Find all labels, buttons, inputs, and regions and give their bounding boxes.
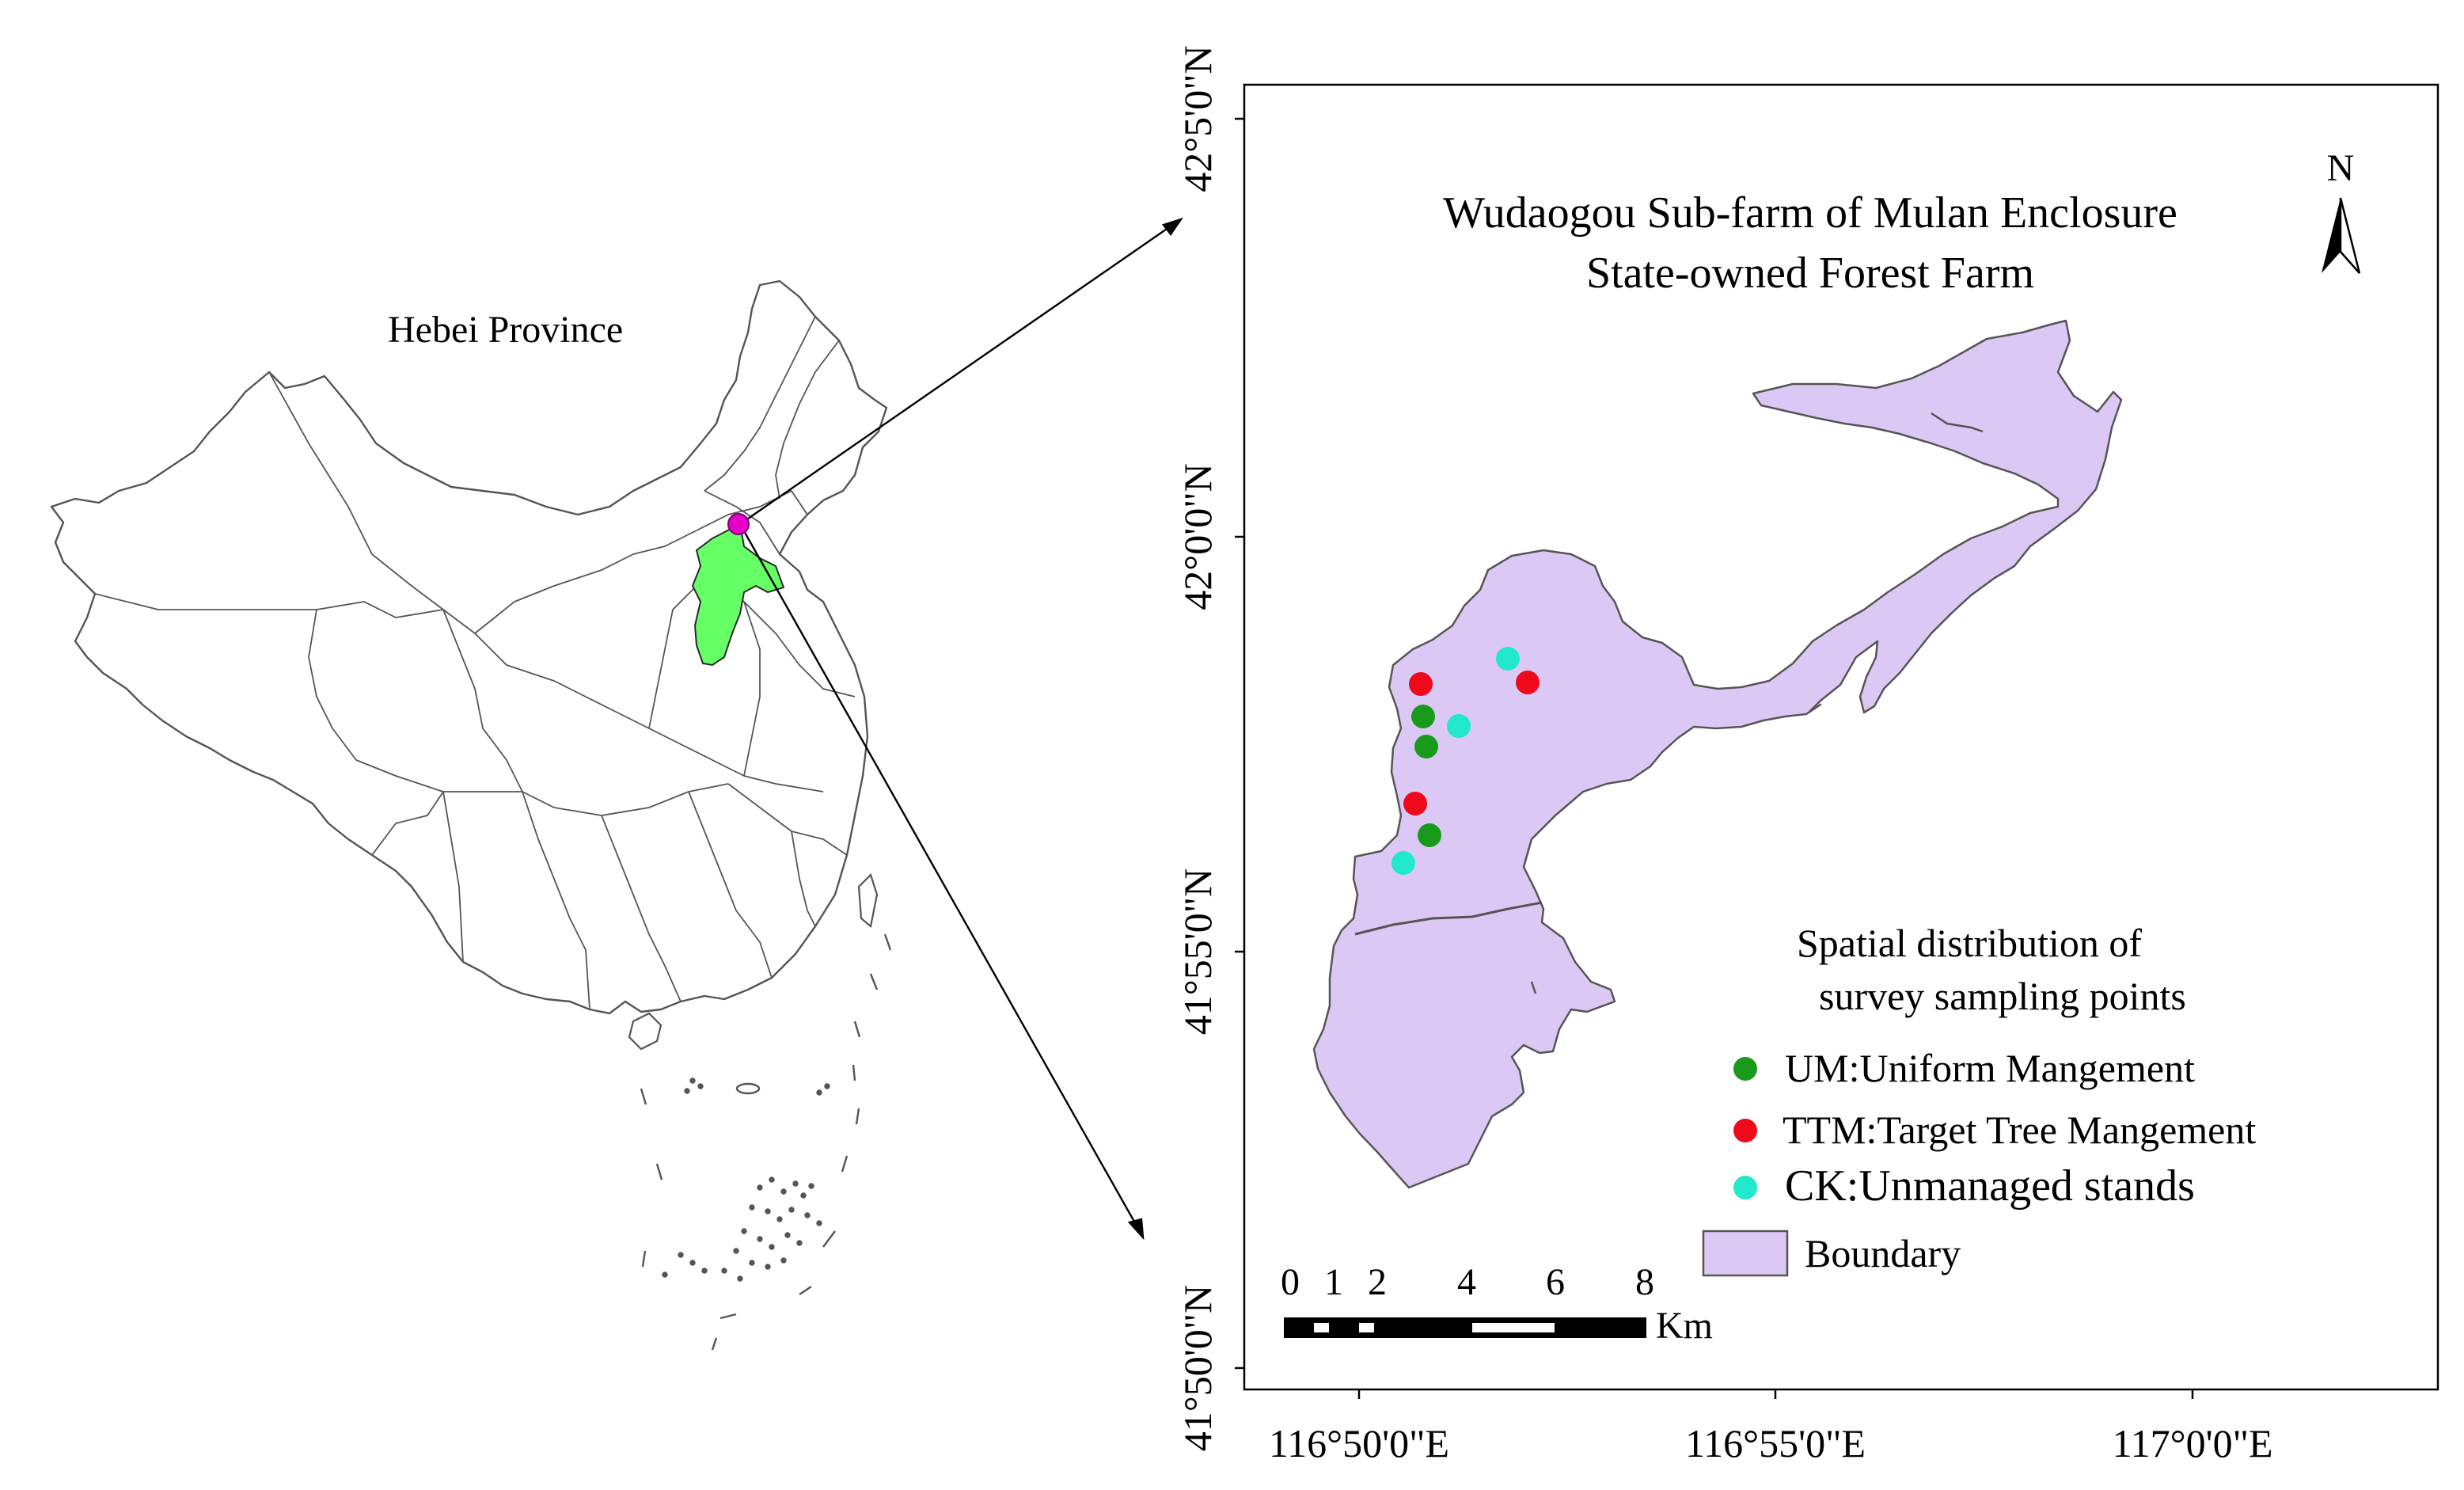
sampling-point-um (1418, 823, 1441, 847)
x-tick-label: 116°50'0"E (1269, 1421, 1449, 1465)
y-tick-label: 41°50'0"N (1175, 1285, 1220, 1452)
taiwan-island (857, 872, 879, 929)
map-title-line2: State-owned Forest Farm (1586, 249, 2034, 298)
y-tick-label: 41°55'0"N (1175, 869, 1220, 1036)
study-area-map: 42°5'0"N 42°0'0"N 41°55'0"N 41°50'0"N 11… (1175, 45, 2439, 1465)
scale-bar-unit: Km (1656, 1305, 1713, 1347)
scale-bar-label: 2 (1368, 1261, 1387, 1303)
north-arrow: N (2322, 147, 2361, 274)
sampling-point-ttm (1403, 792, 1427, 815)
sampling-point-ck (1391, 851, 1415, 875)
hainan-island (628, 1012, 663, 1051)
scale-bar-label: 0 (1281, 1261, 1300, 1303)
y-tick-label: 42°5'0"N (1175, 45, 1220, 192)
internal-boundary-line (1530, 981, 1537, 994)
scale-bar-label: 1 (1324, 1261, 1343, 1303)
scale-bar-label: 4 (1457, 1261, 1476, 1303)
y-tick-label: 42°0'0"N (1175, 463, 1220, 610)
legend-label-um: UM:Uniform Mangement (1785, 1046, 2195, 1090)
internal-boundary-line (1354, 901, 1543, 936)
sampling-point-ttm (1516, 671, 1540, 694)
sampling-point-ck (1496, 647, 1520, 671)
legend-title-line1: Spatial distribution of (1797, 921, 2142, 965)
x-tick-label: 116°55'0"E (1685, 1421, 1866, 1465)
scale-bar-label: 8 (1635, 1261, 1654, 1303)
sampling-point-um (1414, 735, 1438, 758)
forest-farm-boundary (1312, 319, 2123, 1189)
legend-label-ttm: TTM:Target Tree Mangement (1783, 1108, 2256, 1152)
legend-label-boundary: Boundary (1805, 1231, 1961, 1275)
legend-boundary-swatch (1702, 1230, 1789, 1277)
internal-boundary-line (1931, 412, 1984, 433)
legend-marker-ttm (1733, 1119, 1757, 1142)
china-outline (50, 279, 888, 1015)
hebei-province-label: Hebei Province (388, 309, 623, 351)
hebei-province-region (691, 523, 785, 667)
north-label: N (2327, 147, 2355, 189)
china-overview-map: Hebei Province (50, 217, 1183, 1351)
study-area-location-marker (727, 513, 750, 535)
legend-marker-ck (1733, 1176, 1757, 1199)
sampling-point-ttm (1409, 672, 1433, 696)
scale-bar: 0 1 2 4 6 8 Km (1281, 1261, 1713, 1347)
legend-marker-um (1733, 1057, 1757, 1081)
sampling-point-um (1411, 705, 1435, 728)
legend-title-line2: survey sampling points (1819, 974, 2186, 1018)
zoom-arrows (738, 217, 1183, 1241)
sampling-points (1391, 647, 1540, 875)
legend: Spatial distribution of survey sampling … (1702, 921, 2256, 1277)
legend-label-ck: CK:Unmanaged stands (1785, 1161, 2195, 1211)
scale-bar-label: 6 (1546, 1261, 1565, 1303)
south-china-sea-islands (640, 933, 892, 1351)
axis-ticks (1235, 117, 2194, 1399)
sampling-point-ck (1447, 714, 1471, 738)
north-arrow-icon (2322, 198, 2341, 273)
x-tick-label: 117°0'0"E (2112, 1421, 2272, 1465)
map-title-line1: Wudaogou Sub-farm of Mulan Enclosure (1443, 188, 2177, 238)
